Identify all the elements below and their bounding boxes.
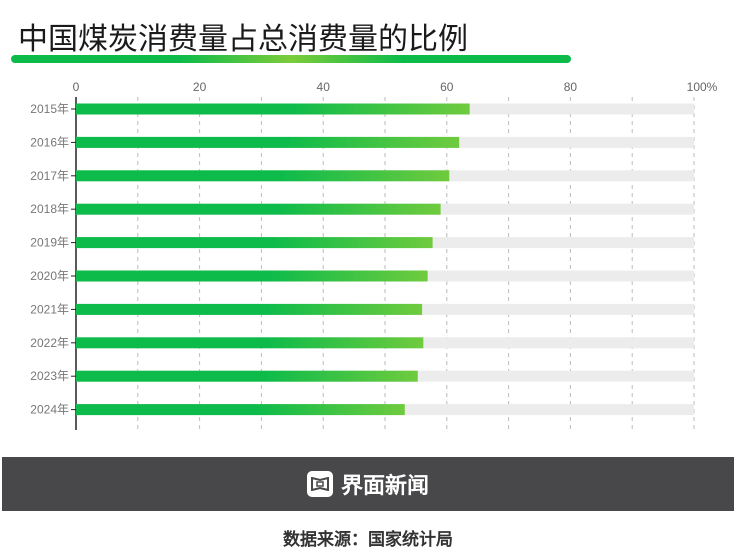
bar [76,337,424,349]
y-tick-label: 2024年 [30,403,69,417]
x-tick-label: 60 [440,80,454,94]
x-tick-label: 0 [73,80,80,94]
chart-title: 中国煤炭消费量占总消费量的比例 [18,22,468,57]
x-tick-label: 40 [317,80,331,94]
data-source: 数据来源：国家统计局 [283,530,453,550]
bar [76,370,418,382]
bar [76,270,428,282]
bar [76,404,405,416]
bar-chart: 0 20 40 60 80 100% 2015年 2016年 2017年 2018年 2019年 2… [30,80,718,430]
bar [76,170,450,182]
y-tick-label: 2019年 [30,236,69,250]
bar [76,237,433,249]
brand-name: 界面新闻 [340,474,429,499]
brand-logo-icon [306,471,333,497]
bar [76,203,441,215]
y-tick-label: 2016年 [30,135,69,149]
bar [76,103,470,115]
x-tick-label: 20 [193,80,207,94]
title-underline [11,55,571,63]
y-tick-label: 2018年 [30,202,69,216]
y-tick-label: 2022年 [30,336,69,350]
y-tick-label: 2021年 [30,302,69,316]
y-tick-label: 2015年 [30,102,69,116]
x-tick-label: 100% [687,80,718,94]
brand-footer: 界面新闻 [2,457,734,511]
bar [76,136,460,148]
y-tick-label: 2020年 [30,269,69,283]
y-tick-label: 2017年 [30,169,69,183]
x-tick-label: 80 [564,80,578,94]
y-tick-label: 2023年 [30,369,69,383]
bar [76,303,423,315]
